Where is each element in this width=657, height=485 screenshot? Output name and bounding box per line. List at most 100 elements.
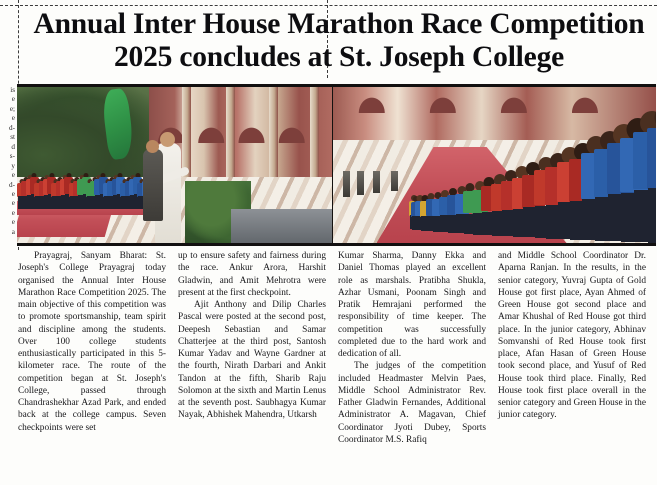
bystander-figure [356, 171, 364, 195]
pillar [269, 87, 279, 185]
adjacent-column-bleed: is e e; e d-st d s-y e d-e e e e a [0, 86, 15, 286]
arch-row [149, 94, 332, 143]
figure-legs [35, 196, 43, 209]
bleed-fragment: e; [9, 104, 15, 113]
figure-legs [78, 195, 86, 209]
figure-head [100, 173, 106, 178]
bleed-fragment: e [11, 199, 15, 208]
article-column-3: Kumar Sharma, Danny Ekka and Daniel Thom… [338, 250, 486, 478]
bleed-fragment: st [10, 133, 15, 142]
figure-legs [104, 196, 111, 209]
figure-legs [108, 196, 116, 209]
bleed-fragment: e [11, 208, 15, 217]
figure-legs [86, 196, 94, 209]
figure-head [412, 196, 419, 202]
bystander-figure [372, 171, 380, 193]
second-figure [143, 149, 163, 221]
figure-head [465, 183, 475, 192]
figure-legs [432, 216, 443, 232]
bleed-fragment: d- [9, 180, 15, 189]
figure-legs [647, 188, 656, 243]
figure-legs [112, 195, 120, 209]
bleed-fragment: is [10, 86, 15, 94]
figure-legs [129, 195, 137, 209]
student-crowd [17, 163, 152, 209]
second-figure-head [146, 140, 159, 153]
paragraph: Kumar Sharma, Danny Ekka and Daniel Thom… [338, 251, 486, 359]
bleed-fragment: a [11, 227, 15, 236]
figure-head [83, 173, 89, 178]
figure-jersey [646, 128, 656, 189]
priest-head [160, 132, 175, 147]
bleed-fragment: e [11, 95, 15, 104]
paragraph: The judges of the competition included H… [338, 361, 486, 445]
figure-legs [61, 195, 68, 209]
figure-head [421, 195, 429, 202]
bleed-fragment: e [11, 114, 15, 123]
figure-legs [22, 196, 30, 209]
figure-head [135, 173, 141, 178]
student-figure [646, 105, 656, 243]
figure-legs [69, 196, 77, 209]
figure-head [474, 181, 485, 191]
article-column-1: Prayagraj, Sanyam Bharat: St. Joseph's C… [18, 250, 166, 478]
headline-line-2: 2025 concludes at St. Joseph College [113, 41, 565, 73]
flag-off-ceremony-photo [17, 87, 332, 243]
bystander-figure [390, 171, 398, 191]
bleed-fragment: y [11, 161, 15, 170]
students-lineup-photo [332, 87, 656, 243]
bleed-fragment: d- [9, 123, 15, 132]
figure-legs [56, 196, 64, 209]
article-headline: Annual Inter House Marathon Race Competi… [24, 8, 654, 74]
student-lineup [333, 87, 656, 243]
figure-legs [82, 194, 90, 209]
figure-head [49, 173, 55, 178]
figure-head [31, 173, 37, 178]
figure-legs [121, 196, 129, 209]
bleed-fragment: d [11, 142, 15, 151]
bleed-fragment: e [11, 218, 15, 227]
photo-strip [17, 84, 656, 246]
paragraph: Ajit Anthony and Dilip Charles Pascal we… [178, 300, 326, 421]
pillar [181, 87, 191, 185]
figure-legs [18, 196, 25, 209]
figure-head [427, 193, 435, 200]
figure-head [434, 192, 441, 199]
student-figure [419, 195, 431, 231]
figure-jersey [419, 201, 431, 217]
figure-legs [99, 194, 107, 209]
figure-head [483, 177, 495, 188]
headline-line-1: Annual Inter House Marathon Race Competi… [33, 8, 645, 40]
bystander-figure [342, 171, 350, 197]
figure-head [117, 173, 123, 178]
figure-head [449, 188, 457, 196]
arch-row [332, 90, 656, 113]
pillar [225, 87, 235, 185]
figure-legs [91, 196, 99, 209]
figure-head [654, 105, 656, 130]
figure-head [66, 173, 72, 178]
article-column-4: and Middle School Coordinator Dr. Aparna… [498, 250, 646, 478]
article-column-2: up to ensure safety and fairness during … [178, 250, 326, 478]
article-body: Prayagraj, Sanyam Bharat: St. Joseph's C… [18, 250, 656, 478]
paragraph: Prayagraj, Sanyam Bharat: St. Joseph's C… [18, 251, 166, 433]
figure-legs [138, 196, 146, 209]
step-platform [231, 209, 332, 243]
bleed-fragment: s- [9, 152, 15, 161]
figure-legs [125, 196, 133, 209]
figure-legs [134, 194, 142, 209]
figure-legs [447, 215, 459, 233]
figure-legs [426, 216, 436, 231]
figure-legs [420, 216, 430, 231]
paragraph: up to ensure safety and fairness during … [178, 251, 326, 298]
figure-legs [73, 196, 81, 209]
paragraph: and Middle School Coordinator Dr. Aparna… [498, 251, 646, 421]
figure-legs [43, 195, 51, 209]
bleed-fragment: e [11, 171, 15, 180]
figure-legs [65, 194, 73, 209]
student-figure [425, 193, 437, 231]
figure-legs [39, 196, 47, 209]
figure-head [441, 190, 449, 198]
crop-guide-top [0, 5, 657, 6]
